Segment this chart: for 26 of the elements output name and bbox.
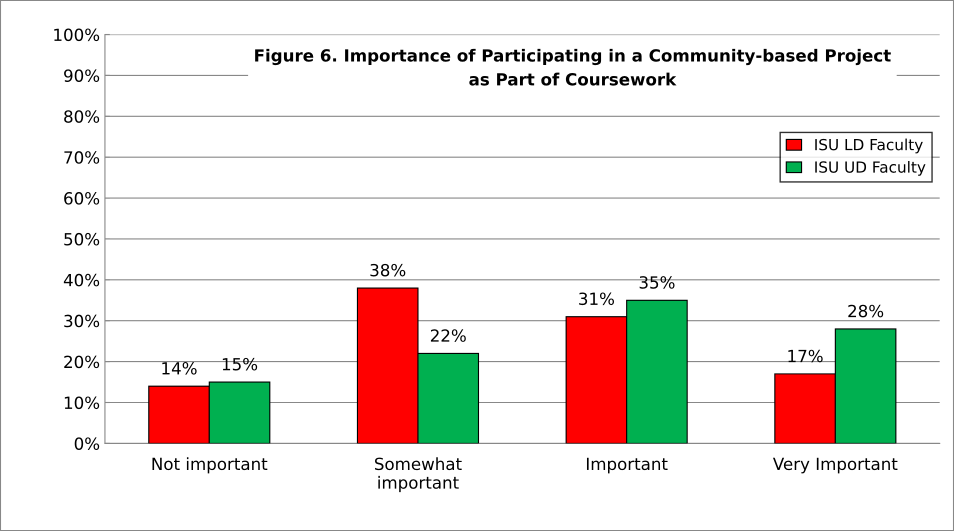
y-tick-label: 0% [74,437,100,450]
y-tick-label: 100% [54,28,100,42]
x-tick-label: Important [586,458,668,474]
legend-label: ISU LD Faculty [815,138,923,154]
x-tick-label: Very Important [772,458,898,474]
legend-label: ISU UD Faculty [815,160,926,176]
text: Figure 6. Importance of Participating in a Community-based Project as Part of Coursework [255,48,891,86]
data-label: 17% [788,350,823,362]
y-tick-label: 60% [64,192,100,205]
y-tick-label: 50% [64,232,100,246]
data-label: 14% [162,362,197,375]
x-tick-label: Not important [152,457,268,474]
data-label: 31% [579,292,614,306]
data-label: 15% [222,358,258,370]
y-tick-label: 20% [64,356,100,368]
y-tick-label: 40% [64,274,100,286]
x-tick-label: Somewhat important [374,457,462,492]
y-tick-label: 80% [64,110,100,123]
y-tick-label: 10% [64,396,100,410]
y-tick-label: 70% [64,151,100,164]
data-label: 22% [430,329,466,342]
y-tick-label: 90% [64,69,100,82]
data-label: 38% [370,264,406,276]
y-tick-label: 30% [64,314,100,328]
data-label: 35% [640,276,675,289]
data-label: 28% [848,304,884,318]
